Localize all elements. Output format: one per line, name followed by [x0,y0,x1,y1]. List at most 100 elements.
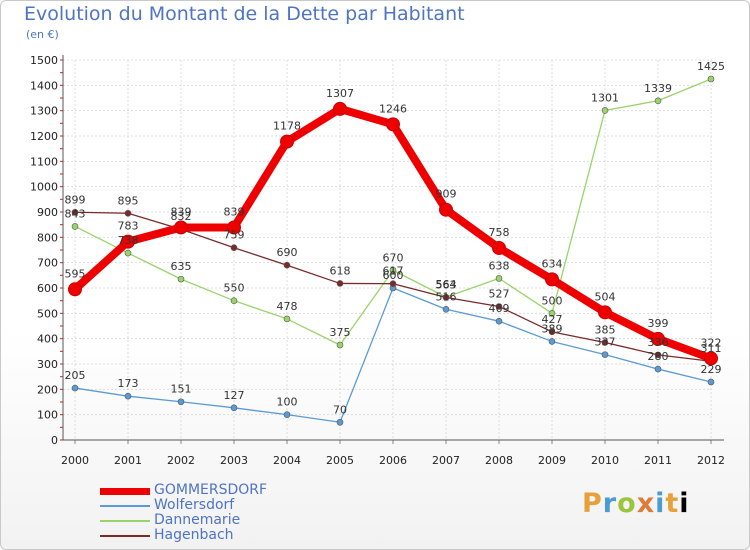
data-label: 895 [118,194,139,207]
data-label: 759 [224,229,245,242]
data-label: 427 [542,313,563,326]
y-tick-label: 500 [37,307,58,320]
data-label: 322 [701,336,722,349]
y-tick-label: 700 [37,257,58,270]
data-label: 843 [65,207,86,220]
data-point [71,384,79,392]
data-point [121,234,135,249]
legend-swatch [100,520,150,522]
series-wolfersdorf [71,284,715,426]
data-point [336,418,344,426]
data-label: 617 [383,265,404,278]
data-label: 500 [542,294,563,307]
data-point [442,305,450,313]
x-tick-label: 2011 [644,454,672,467]
data-label: 385 [595,323,616,336]
data-point [492,240,506,255]
data-point [280,134,294,149]
legend-label: Dannemarie [154,512,241,528]
y-tick-label: 1200 [30,130,58,143]
y-tick-label: 1000 [30,181,58,194]
data-point [601,339,609,346]
data-point [283,411,291,418]
y-tick-label: 100 [37,409,58,422]
data-point [495,317,503,325]
legend-swatch [100,488,150,495]
data-point [707,378,715,386]
data-point [124,249,132,257]
data-point [174,220,188,235]
data-label: 690 [277,246,298,259]
y-tick-label: 900 [37,206,58,219]
data-label: 670 [383,251,404,264]
data-point [548,310,556,317]
data-label: 634 [542,257,563,270]
y-tick-label: 1300 [30,105,58,118]
data-label: 758 [489,226,510,239]
data-label: 832 [171,210,192,223]
series-layer [68,75,718,426]
legend-label: Wolfersdorf [154,497,235,513]
data-point [177,398,185,406]
x-tick-label: 2006 [379,454,407,467]
data-label: 839 [171,205,192,218]
y-tick-label: 600 [37,282,58,295]
data-label: 564 [436,278,457,291]
data-point [704,351,718,366]
data-label: 478 [277,300,298,313]
data-point [707,75,715,83]
data-label: 638 [489,259,510,272]
data-label: 280 [648,350,669,363]
data-point [545,272,559,287]
data-label: 618 [330,264,351,277]
data-point [71,208,79,216]
data-point [68,282,82,297]
data-point [333,101,347,116]
data-label: 1425 [697,60,725,73]
y-tick-label: 300 [37,358,58,371]
data-point [389,280,397,287]
y-tick-label: 1500 [30,54,58,67]
x-tick-label: 2005 [326,454,354,467]
data-point [71,223,79,230]
data-point [651,331,665,346]
y-tick-label: 1400 [30,79,58,92]
legend-swatch [100,505,150,507]
x-tick-label: 2004 [273,454,301,467]
data-point [336,280,344,287]
data-point [227,220,241,235]
x-tick-label: 2001 [114,454,142,467]
x-tick-label: 2000 [61,454,89,467]
x-tick-label: 2008 [485,454,513,467]
data-label: 336 [648,336,669,349]
data-label: 399 [648,317,669,330]
x-tick-label: 2010 [591,454,619,467]
data-label: 909 [436,188,457,201]
data-point [230,404,238,412]
data-label: 783 [118,220,139,233]
data-point [230,297,238,304]
legend-label: GOMMERSDORF [154,482,268,498]
data-label: 389 [542,322,563,335]
x-tick-label: 2007 [432,454,460,467]
data-label: 173 [118,377,139,390]
y-tick-label: 800 [37,231,58,244]
data-label: 375 [330,326,351,339]
x-tick-label: 2012 [697,454,725,467]
data-point [654,365,662,373]
data-label: 311 [701,342,722,355]
x-tick-label: 2003 [220,454,248,467]
y-tick-label: 400 [37,333,58,346]
data-label: 738 [118,234,139,247]
data-label: 504 [595,290,616,303]
data-point [601,351,609,358]
data-label: 100 [277,396,298,409]
data-label: 563 [436,278,457,291]
data-label: 1246 [379,102,407,115]
data-point [283,315,291,323]
data-point [439,202,453,217]
data-point [495,303,503,310]
data-point [124,392,132,400]
data-label: 205 [65,369,86,382]
data-label: 469 [489,302,510,315]
